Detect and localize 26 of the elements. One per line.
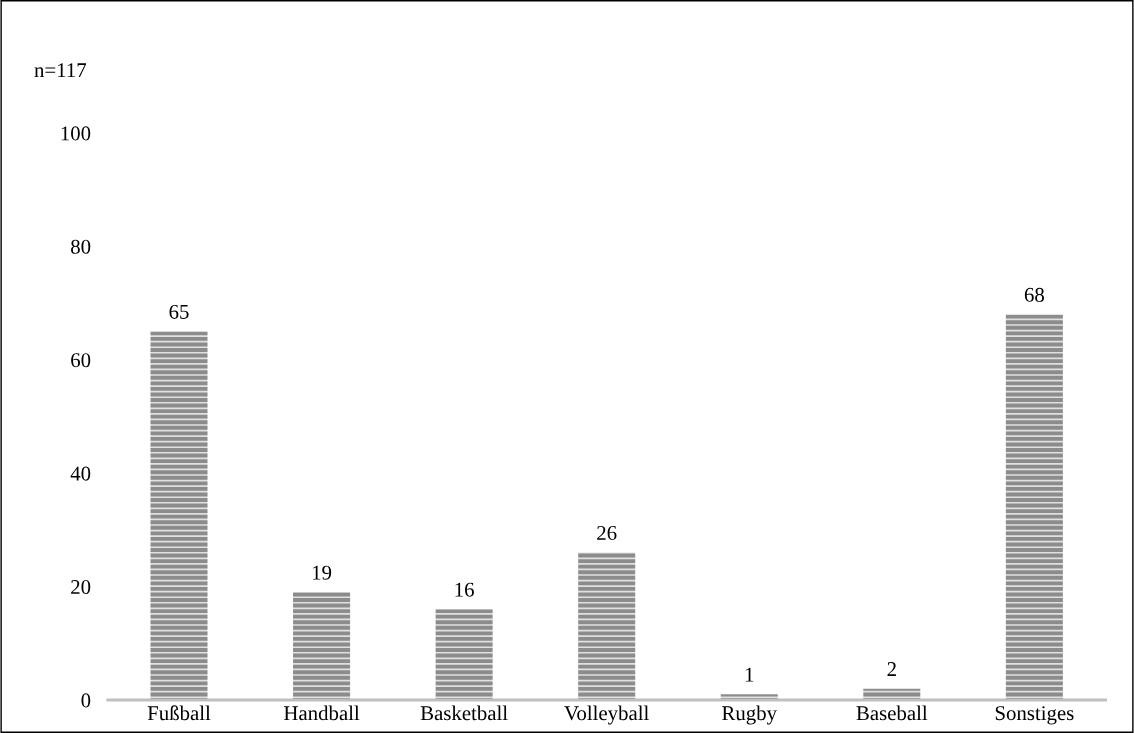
bar (435, 609, 493, 700)
data-label: 19 (312, 565, 332, 580)
x-tick-label: Fußball (147, 705, 211, 721)
bar (578, 552, 636, 700)
y-tick-label: 80 (71, 239, 91, 254)
data-label: 68 (1024, 287, 1044, 302)
x-tick-label: Sonstiges (995, 706, 1074, 725)
x-tick-label: Rugby (722, 705, 777, 725)
data-label: 16 (455, 582, 474, 597)
x-tick-label: Basketball (420, 705, 508, 721)
bar (150, 331, 208, 700)
x-tick-label: Handball (283, 705, 360, 721)
y-tick-label: 20 (71, 579, 91, 595)
data-label: 1 (745, 667, 754, 682)
data-label: 2 (887, 662, 896, 676)
data-label: 65 (169, 304, 189, 319)
y-tick-label: 60 (71, 353, 91, 368)
y-tick-label: 40 (70, 466, 91, 481)
bar (293, 592, 351, 700)
x-tick-label: Baseball (856, 705, 928, 721)
bar (1005, 314, 1063, 700)
data-label: 26 (597, 526, 617, 541)
y-tick-label: 100 (61, 126, 91, 141)
text: n=117 (34, 63, 87, 78)
y-tick-label: 0 (81, 693, 91, 708)
x-tick-label: Volleyball (564, 705, 649, 725)
